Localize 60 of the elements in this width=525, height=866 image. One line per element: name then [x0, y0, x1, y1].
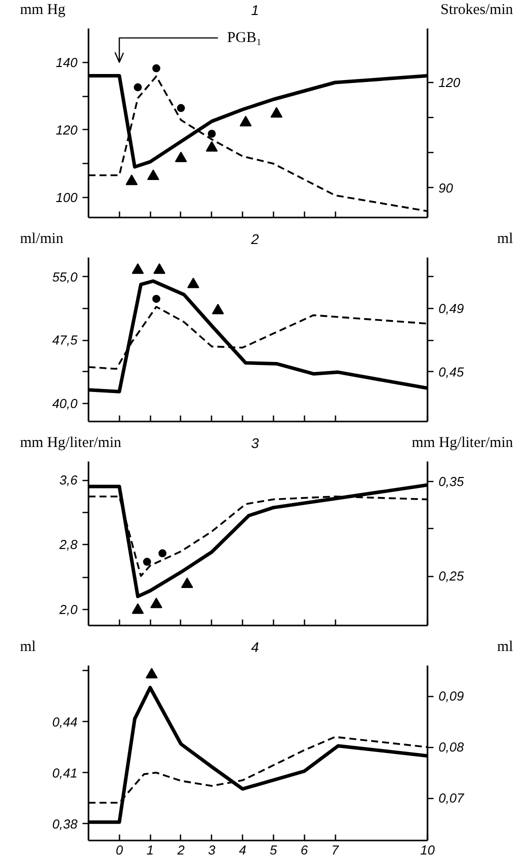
x-tick-label: 10 [420, 842, 436, 858]
point [132, 603, 144, 614]
point [134, 83, 142, 92]
y2-axis-title: Strokes/min [440, 1, 513, 20]
y-tick-label: 3,6 [59, 472, 78, 488]
point [150, 598, 162, 608]
x-tick-label: 5 [270, 842, 278, 858]
point [126, 174, 138, 186]
point [174, 152, 187, 162]
x-tick-label: 2 [176, 842, 186, 858]
y-tick-label: 2,8 [58, 537, 78, 552]
y-tick-label: 40,0 [52, 396, 78, 411]
x-tick-label: 1 [146, 842, 154, 858]
y2-tick-label: 0,49 [438, 300, 464, 316]
chart-title: 1 [251, 1, 259, 20]
point [181, 577, 194, 588]
chart-title: 3 [251, 434, 259, 453]
point [212, 304, 224, 314]
y-axis-title: ml/min [20, 230, 64, 249]
y2-axis-title: ml [497, 230, 513, 249]
y-tick-label: 2,0 [58, 602, 78, 617]
point [270, 107, 282, 118]
point [176, 104, 185, 112]
y-tick-label: 0,38 [52, 816, 78, 832]
point [208, 130, 216, 138]
y-axis-title: mm Hg/liter/min [20, 434, 122, 453]
point [206, 141, 218, 152]
x-tick-label: 7 [331, 842, 340, 858]
y-tick-label: 55,0 [52, 269, 78, 284]
y-tick-label: 140 [56, 54, 78, 70]
y-tick-label: 0,44 [52, 714, 78, 730]
y2-tick-label: 0,35 [438, 474, 465, 489]
y2-tick-label: 0,45 [438, 364, 465, 380]
point [152, 64, 160, 72]
chart-title: 2 [251, 230, 259, 249]
y-tick-label: 0,41 [52, 765, 78, 780]
chart-title: 4 [251, 638, 259, 657]
ref-line-label: PGB₁ [227, 30, 262, 46]
y2-axis-title: ml [497, 638, 513, 657]
x-tick-label: 6 [300, 842, 309, 858]
point [132, 263, 144, 274]
y2-tick-label: 0,08 [438, 740, 465, 755]
x-tick-label: 0 [116, 842, 124, 858]
y-axis-title: mm Hg [20, 1, 66, 20]
y2-tick-label: 0,07 [438, 790, 465, 806]
y-tick-label: 100 [56, 190, 78, 205]
x-tick-label: 3 [208, 842, 216, 858]
y2-tick-label: 0,25 [438, 568, 465, 584]
point [187, 278, 200, 288]
y-tick-label: 47,5 [52, 332, 78, 348]
point [240, 116, 252, 126]
x-tick-label: 4 [238, 842, 246, 858]
y-axis-title: ml [20, 638, 36, 657]
y-tick-label: 120 [56, 122, 78, 138]
y2-tick-label: 0,09 [438, 688, 464, 704]
y2-tick-label: 120 [438, 74, 461, 90]
y2-axis-title: mm Hg/liter/min [412, 434, 513, 453]
point [153, 263, 166, 274]
point [147, 169, 160, 180]
y2-tick-label: 90 [438, 180, 454, 196]
